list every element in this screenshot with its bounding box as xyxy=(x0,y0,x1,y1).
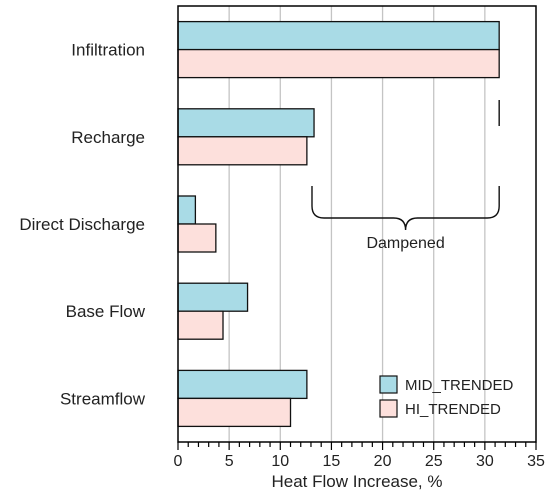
category-label: Direct Discharge xyxy=(19,215,145,234)
bar-direct-discharge-hi-trended xyxy=(177,223,217,253)
dampened-label: Dampened xyxy=(366,235,444,252)
category-label: Base Flow xyxy=(66,302,146,321)
bar-recharge-hi-trended xyxy=(177,136,308,166)
bar-streamflow-hi-trended xyxy=(177,397,292,428)
bar-direct-discharge-mid-trended xyxy=(177,195,197,225)
bar-base-flow-mid-trended xyxy=(177,282,249,312)
bar-recharge-mid-trended xyxy=(177,108,315,138)
category-label: Streamflow xyxy=(60,389,146,408)
bar-base-flow-hi-trended xyxy=(177,310,224,340)
category-label: Infiltration xyxy=(71,41,145,60)
dampened-brace xyxy=(311,186,500,231)
bar-infiltration-hi-trended xyxy=(177,48,500,79)
bars xyxy=(177,20,500,428)
legend-label-hi-trended: HI_TRENDED xyxy=(405,401,501,418)
x-tick-label: 30 xyxy=(476,453,494,470)
x-axis-title: Heat Flow Increase, % xyxy=(271,472,442,491)
x-tick-label: 35 xyxy=(527,453,545,470)
bar-infiltration-mid-trended xyxy=(177,20,500,51)
category-labels: Infiltration Recharge Direct Discharge Base… xyxy=(19,41,145,409)
dampened-annotation: Dampened xyxy=(311,100,500,252)
x-tick-label: 25 xyxy=(425,453,443,470)
legend-swatch-mid-trended xyxy=(379,375,398,394)
category-label: Recharge xyxy=(71,128,145,147)
x-tick-label: 10 xyxy=(271,453,289,470)
grid-lines xyxy=(228,6,486,442)
x-tick-label: 0 xyxy=(174,453,183,470)
legend: MID_TRENDED HI_TRENDED xyxy=(379,375,514,418)
bar-streamflow-mid-trended xyxy=(177,369,308,400)
x-axis-ticks: 0 5 10 15 20 25 30 35 xyxy=(174,442,545,470)
x-tick-label: 5 xyxy=(225,453,234,470)
legend-label-mid-trended: MID_TRENDED xyxy=(405,377,514,394)
x-tick-label: 15 xyxy=(323,453,341,470)
plot-frame xyxy=(177,5,537,443)
x-tick-label: 20 xyxy=(374,453,392,470)
legend-swatch-hi-trended xyxy=(379,399,398,418)
